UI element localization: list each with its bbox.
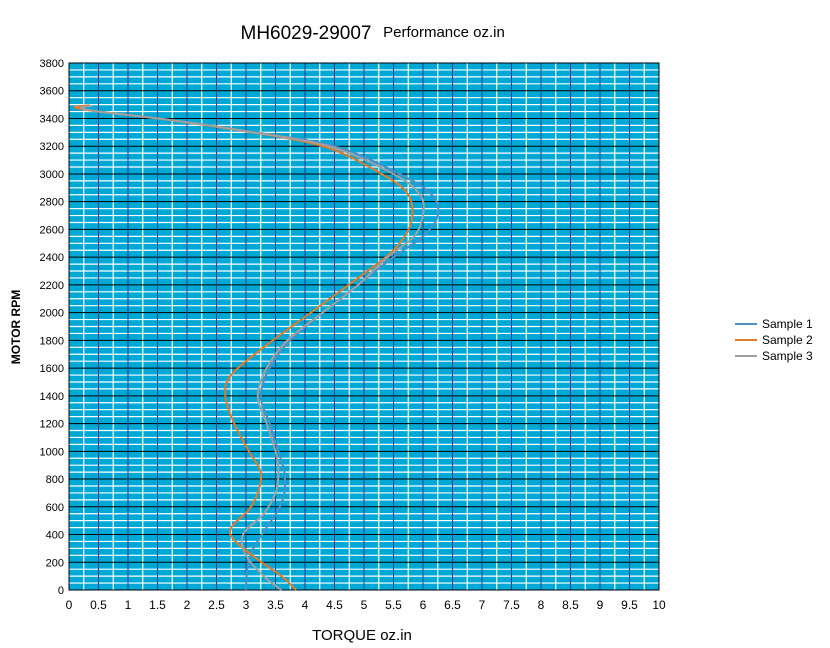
x-tick-label: 3 [243,598,250,612]
y-tick-label: 3800 [40,58,64,70]
x-tick-label: 5.5 [385,598,402,612]
y-tick-label: 2800 [40,197,64,209]
y-tick-label: 3400 [40,113,64,125]
x-tick-label: 2 [184,598,191,612]
chart-title-sub: Performance oz.in [383,24,505,41]
x-tick-label: 0.5 [90,598,107,612]
x-tick-label: 1 [125,598,132,612]
y-tick-label: 0 [58,585,64,597]
y-tick-label: 200 [46,557,64,569]
major-grid [69,63,659,590]
x-tick-label: 6 [420,598,427,612]
x-tick-label: 5 [361,598,368,612]
y-tick-label: 3200 [40,141,64,153]
y-tick-label: 2200 [40,280,64,292]
y-tick-label: 3000 [40,169,64,181]
x-tick-label: 3.5 [267,598,284,612]
y-tick-label: 800 [46,474,64,486]
y-tick-label: 2600 [40,224,64,236]
x-tick-label: 0 [66,598,73,612]
y-tick-label: 1200 [40,419,64,431]
legend-label-2: Sample 2 [762,333,813,347]
y-tick-label: 1400 [40,391,64,403]
y-tick-label: 600 [46,502,64,514]
x-tick-label: 8 [538,598,545,612]
x-tick-label: 7.5 [503,598,520,612]
series-lines [73,104,440,591]
y-tick-label: 1600 [40,363,64,375]
y-tick-label: 2000 [40,308,64,320]
legend: Sample 1 Sample 2 Sample 3 [735,317,813,363]
series-line-3 [79,104,425,591]
y-tick-label: 1000 [40,446,64,458]
y-tick-label: 400 [46,530,64,542]
plot-border [68,62,660,591]
legend-label-1: Sample 1 [762,317,813,331]
x-tick-label: 1.5 [149,598,166,612]
y-tick-label: 3600 [40,86,64,98]
y-axis-ticks: 0 200 400 600 800 1000 1200 1400 1600 1800 2000 220… [40,58,64,597]
x-tick-label: 8.5 [562,598,579,612]
x-tick-label: 10 [652,598,666,612]
y-tick-label: 2400 [40,252,64,264]
y-tick-label: 1800 [40,335,64,347]
x-tick-label: 9 [597,598,604,612]
x-axis-ticks: 0 0.5 1 1.5 2 2.5 3 3.5 4 4.5 5 5.5 6 6.5 7 7.5 8 8.5 9 9.5… [66,598,666,612]
x-tick-label: 4 [302,598,309,612]
x-axis-label: TORQUE oz.in [312,627,412,644]
x-tick-label: 9.5 [621,598,638,612]
x-tick-label: 2.5 [208,598,225,612]
x-tick-label: 7 [479,598,486,612]
y-axis-label: MOTOR RPM [9,290,23,364]
legend-label-3: Sample 3 [762,349,813,363]
x-tick-label: 6.5 [444,598,461,612]
x-tick-label: 4.5 [326,598,343,612]
chart-title-main: MH6029-29007 [241,23,372,44]
